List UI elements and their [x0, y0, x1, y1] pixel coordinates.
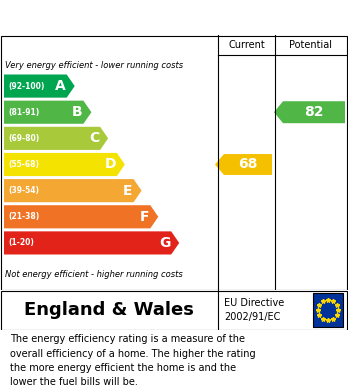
Text: D: D	[104, 158, 116, 172]
Text: (69-80): (69-80)	[8, 134, 39, 143]
Text: B: B	[72, 105, 82, 119]
Polygon shape	[4, 205, 158, 228]
Polygon shape	[4, 75, 75, 98]
Text: G: G	[159, 236, 170, 250]
Polygon shape	[274, 101, 345, 123]
Text: (92-100): (92-100)	[8, 82, 45, 91]
Text: The energy efficiency rating is a measure of the
overall efficiency of a home. T: The energy efficiency rating is a measur…	[10, 334, 256, 387]
Text: Very energy efficient - lower running costs: Very energy efficient - lower running co…	[5, 61, 183, 70]
Text: Energy Efficiency Rating: Energy Efficiency Rating	[10, 10, 232, 25]
Polygon shape	[4, 231, 179, 255]
Polygon shape	[4, 127, 108, 150]
Text: F: F	[140, 210, 149, 224]
Text: (55-68): (55-68)	[8, 160, 39, 169]
Text: EU Directive
2002/91/EC: EU Directive 2002/91/EC	[224, 298, 284, 322]
Text: (81-91): (81-91)	[8, 108, 39, 117]
Text: C: C	[89, 131, 99, 145]
Text: (21-38): (21-38)	[8, 212, 39, 221]
Polygon shape	[4, 153, 125, 176]
Text: Current: Current	[228, 40, 265, 50]
Polygon shape	[4, 100, 92, 124]
Text: (1-20): (1-20)	[8, 239, 34, 248]
Polygon shape	[4, 179, 142, 202]
Polygon shape	[215, 154, 272, 175]
FancyBboxPatch shape	[313, 293, 343, 327]
Text: 82: 82	[304, 105, 324, 119]
Text: (39-54): (39-54)	[8, 186, 39, 195]
Text: Potential: Potential	[290, 40, 332, 50]
Text: 68: 68	[238, 158, 258, 172]
Text: A: A	[55, 79, 66, 93]
Text: England & Wales: England & Wales	[24, 301, 194, 319]
Text: E: E	[123, 184, 133, 197]
Text: Not energy efficient - higher running costs: Not energy efficient - higher running co…	[5, 270, 183, 279]
